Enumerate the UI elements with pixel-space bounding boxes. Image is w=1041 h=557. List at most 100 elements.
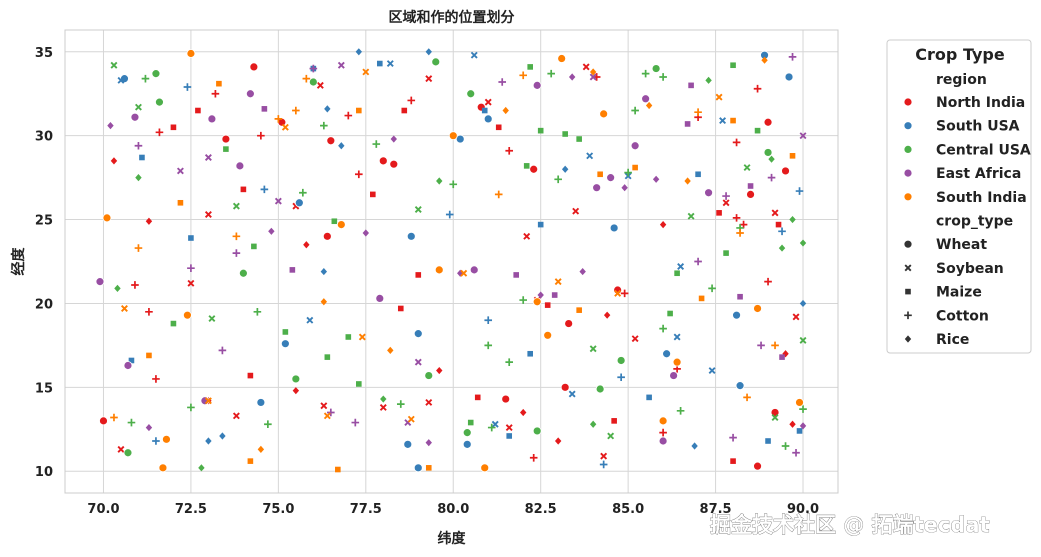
x-tick-label: 77.5	[350, 502, 382, 517]
data-point	[145, 423, 153, 432]
y-tick-label: 35	[35, 46, 53, 61]
data-point	[523, 232, 531, 240]
data-point	[188, 235, 194, 241]
data-point	[529, 164, 539, 174]
data-point	[134, 244, 143, 252]
data-point	[621, 184, 628, 192]
data-point	[462, 439, 472, 449]
data-point	[238, 268, 248, 278]
legend-crop-marker	[904, 264, 912, 272]
data-point	[694, 108, 702, 116]
data-point	[754, 127, 761, 134]
data-point	[620, 289, 629, 298]
data-point	[370, 191, 376, 198]
x-tick-label: 87.5	[700, 502, 732, 517]
data-point	[274, 115, 283, 123]
data-point	[498, 78, 507, 86]
data-point	[372, 140, 381, 148]
data-point	[389, 159, 399, 169]
legend-region-heading: region	[936, 72, 987, 88]
data-point	[659, 220, 667, 229]
data-point	[480, 463, 490, 473]
data-point	[223, 146, 229, 152]
data-point	[795, 187, 804, 195]
data-point	[413, 463, 423, 473]
data-point	[219, 432, 226, 440]
data-point	[240, 186, 247, 193]
x-tick-label: 85.0	[612, 502, 644, 517]
data-point	[117, 76, 125, 84]
data-point	[695, 171, 701, 178]
data-point	[708, 367, 716, 375]
data-point	[572, 207, 580, 215]
y-tick-label: 10	[35, 465, 53, 480]
data-point	[513, 272, 520, 278]
data-point	[110, 413, 118, 422]
x-axis-label: 纬度	[438, 530, 467, 547]
data-point	[187, 279, 195, 287]
data-point	[761, 56, 768, 64]
y-axis-label: 经度	[10, 247, 27, 276]
data-point	[232, 202, 240, 210]
data-point	[139, 154, 145, 161]
data-point	[289, 267, 296, 273]
data-point	[537, 127, 544, 134]
data-point	[767, 173, 776, 182]
legend: Crop Type region crop_type North India So…	[886, 39, 1032, 354]
data-point	[247, 372, 254, 379]
data-point	[645, 101, 653, 110]
data-point	[282, 329, 289, 335]
data-point	[218, 346, 227, 355]
data-point	[134, 103, 142, 111]
data-point	[253, 308, 262, 316]
data-point	[779, 354, 785, 360]
chart-title: 区域和作的位置划分	[389, 9, 515, 26]
legend-crop-marker	[904, 311, 912, 320]
data-point	[127, 418, 136, 427]
legend-crop-marker	[905, 288, 911, 295]
data-point	[448, 131, 458, 141]
data-point	[232, 232, 241, 241]
data-point	[299, 188, 307, 197]
data-point	[781, 166, 790, 176]
data-point	[719, 117, 727, 125]
data-point	[414, 206, 422, 213]
data-point	[737, 293, 743, 300]
y-tick-label: 25	[35, 214, 53, 229]
data-point	[324, 105, 331, 113]
data-point	[306, 316, 314, 324]
data-point	[673, 333, 681, 341]
data-point	[235, 161, 245, 171]
data-point	[799, 405, 807, 413]
data-point	[658, 416, 668, 426]
data-point	[659, 428, 667, 437]
legend-region-label: South USA	[936, 119, 1020, 135]
data-point	[261, 106, 268, 112]
data-point	[771, 209, 779, 217]
data-point	[732, 138, 741, 147]
data-point	[778, 244, 786, 252]
data-point	[784, 72, 794, 82]
data-point	[110, 157, 118, 165]
data-point	[95, 277, 105, 287]
data-point	[729, 433, 737, 442]
data-point	[554, 437, 562, 445]
data-point	[207, 114, 217, 124]
data-point	[589, 68, 597, 76]
data-point	[544, 302, 551, 308]
data-point	[732, 310, 741, 320]
data-point	[195, 107, 201, 114]
data-point	[576, 136, 582, 142]
data-point	[390, 135, 397, 143]
data-point	[336, 220, 346, 229]
data-point	[716, 210, 722, 216]
data-point	[646, 394, 652, 401]
legend-crop-label: Soybean	[936, 261, 1004, 277]
data-point	[397, 305, 404, 312]
data-point	[425, 75, 433, 83]
data-point	[204, 211, 212, 219]
data-point	[527, 350, 533, 357]
data-point	[491, 420, 499, 428]
data-point	[413, 329, 423, 339]
